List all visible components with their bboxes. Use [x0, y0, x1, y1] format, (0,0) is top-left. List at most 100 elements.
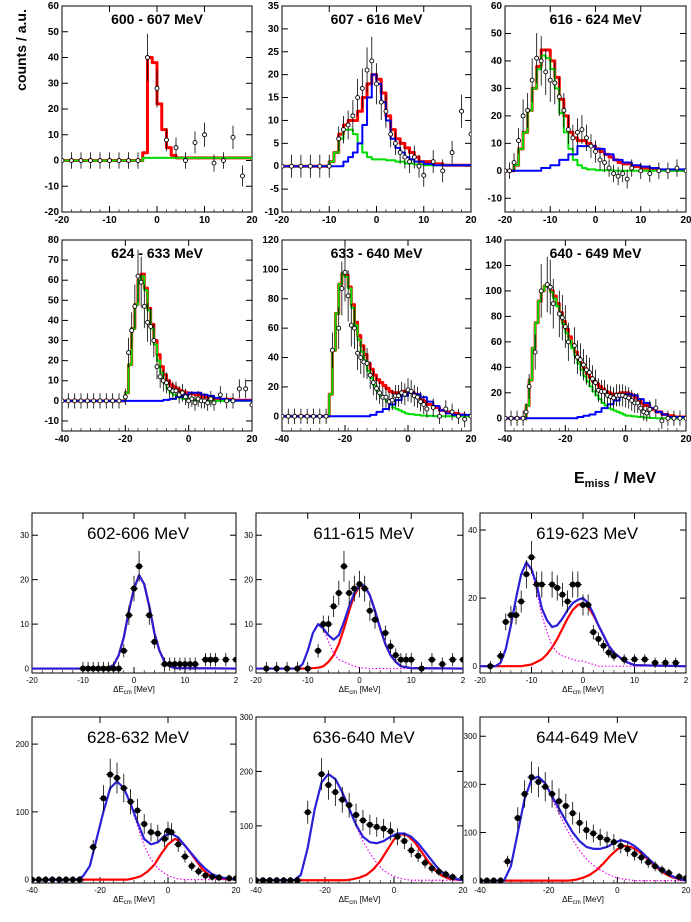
data-point — [304, 809, 311, 816]
data-point — [145, 319, 150, 325]
data-point — [459, 656, 463, 663]
data-point — [84, 398, 90, 404]
data-point — [580, 362, 586, 368]
data-point — [173, 388, 179, 394]
data-point — [595, 635, 602, 643]
data-point — [587, 369, 592, 375]
data-point — [69, 876, 76, 883]
data-point — [597, 834, 604, 841]
data-point — [439, 661, 446, 668]
data-point — [243, 386, 249, 392]
data-point — [576, 819, 583, 826]
data-point — [659, 418, 665, 424]
data-point — [280, 877, 287, 883]
series-line-total — [62, 272, 252, 403]
data-point — [396, 393, 401, 399]
data-point — [626, 395, 632, 401]
panel-title: 607 - 616 MeV — [331, 11, 423, 27]
data-point — [315, 647, 322, 654]
data-point — [32, 876, 36, 883]
data-point — [65, 398, 71, 404]
data-point — [97, 398, 103, 404]
data-point — [285, 413, 291, 419]
data-point — [383, 108, 389, 114]
data-point — [418, 665, 425, 672]
x-tick-label: 20 — [465, 215, 477, 226]
y-tick-label: 40 — [491, 56, 503, 67]
data-point — [62, 398, 65, 404]
data-point — [127, 798, 134, 805]
data-point — [516, 138, 522, 144]
data-point — [72, 398, 78, 404]
y-tick-label: 120 — [262, 235, 279, 246]
data-point — [529, 77, 535, 83]
y-tick-label: 30 — [244, 531, 253, 540]
data-point — [577, 357, 583, 363]
y-tick-label: 80 — [48, 235, 60, 246]
y-tick-label: 20 — [491, 111, 503, 122]
data-point — [164, 137, 169, 143]
panel-plot-area — [62, 33, 252, 187]
panel-title: 616 - 624 MeV — [550, 11, 642, 27]
x-tick-label: -10 — [77, 676, 89, 685]
data-point — [387, 643, 394, 650]
y-tick-label: 40 — [48, 315, 60, 326]
x-axis-label: ΔEcm [MeV] — [562, 685, 604, 696]
x-tick-label: 0 — [593, 215, 599, 226]
panel-plot-area — [32, 550, 236, 673]
data-point — [638, 168, 644, 174]
data-point — [232, 875, 236, 882]
data-point — [674, 165, 680, 171]
data-point — [62, 158, 65, 163]
data-point — [126, 158, 131, 163]
x-tick-label: 20 — [246, 215, 258, 226]
data-point — [226, 875, 233, 882]
data-point — [683, 415, 686, 421]
plot-frame — [281, 239, 472, 432]
data-point — [222, 656, 229, 663]
panel-title: 636-640 MeV — [313, 728, 416, 747]
panel-plot-area — [480, 540, 686, 672]
y-tick-label: 300 — [464, 732, 478, 741]
data-point — [647, 406, 653, 412]
data-point — [421, 402, 427, 408]
data-point — [468, 413, 471, 419]
x-tick-label: 20 — [682, 886, 691, 895]
data-point — [644, 410, 650, 416]
y-tick-label: 100 — [240, 822, 254, 831]
x-axis-label: ΔEcm [MeV] — [113, 685, 155, 696]
data-point — [208, 396, 214, 402]
data-point — [56, 876, 63, 883]
data-point — [523, 571, 530, 578]
x-tick-label: 20 — [680, 215, 691, 226]
data-point — [259, 877, 266, 883]
data-point — [408, 656, 415, 663]
data-point — [526, 383, 532, 389]
data-point — [559, 591, 566, 598]
panel-title: 640 - 649 MeV — [550, 245, 642, 261]
y-tick-label: -5 — [270, 184, 279, 195]
x-tick-label: 20 — [459, 886, 468, 895]
y-tick-label: 120 — [485, 260, 502, 271]
x-tick-label: 2 — [234, 676, 239, 685]
data-point — [511, 160, 517, 166]
y-tick-label: 10 — [491, 138, 503, 149]
y-tick-label: 140 — [485, 235, 502, 246]
data-point — [402, 391, 408, 397]
data-point — [535, 778, 542, 786]
y-tick-label: 35 — [268, 1, 280, 12]
data-point — [339, 796, 346, 803]
data-point — [437, 413, 442, 419]
data-point — [346, 802, 353, 809]
data-point — [374, 81, 379, 87]
y-tick-label: 40 — [48, 53, 60, 64]
top-y-axis-label: counts / a.u. — [13, 9, 29, 91]
data-point — [635, 400, 641, 406]
data-point — [483, 877, 490, 883]
data-point — [606, 165, 612, 171]
data-point — [183, 394, 188, 400]
data-point — [497, 877, 504, 883]
y-tick-label: 100 — [485, 286, 502, 297]
plot-frame — [504, 239, 687, 432]
